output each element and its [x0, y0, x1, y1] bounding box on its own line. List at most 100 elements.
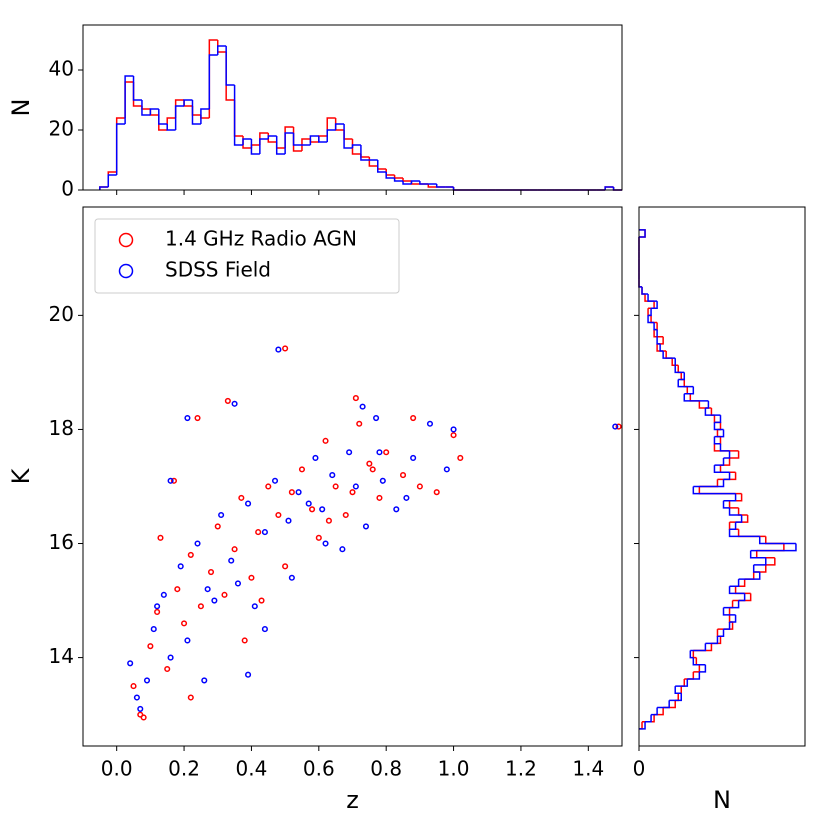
histogram-bin	[704, 408, 721, 416]
histogram-bin	[301, 138, 311, 151]
histogram-bin	[124, 75, 134, 124]
x-tick-label: 1.2	[505, 757, 537, 781]
point	[433, 489, 440, 496]
point	[147, 643, 154, 650]
legend-marker	[118, 232, 134, 248]
point	[140, 714, 147, 721]
point	[177, 563, 184, 570]
histogram-bin	[728, 529, 760, 538]
histogram-bin	[729, 450, 740, 459]
histogram-bin	[639, 229, 646, 238]
point	[403, 494, 410, 501]
histogram-bin	[292, 133, 302, 146]
point	[366, 460, 373, 467]
y-tick-label: 0	[61, 177, 74, 201]
point	[201, 677, 208, 684]
histogram-bin	[678, 372, 686, 381]
point	[261, 626, 268, 633]
histogram-bin	[699, 664, 707, 673]
x-tick-label: 0.8	[370, 757, 402, 781]
point	[245, 500, 252, 507]
histogram-bin	[326, 129, 336, 142]
histogram-bin	[200, 108, 210, 124]
point	[184, 637, 191, 644]
point	[457, 454, 464, 462]
point	[356, 420, 363, 427]
point	[214, 523, 221, 530]
histogram-bin	[723, 600, 740, 609]
point	[285, 517, 292, 524]
histogram-bin	[419, 181, 429, 185]
histogram-bin	[641, 286, 649, 295]
x-tick-label: 0.6	[303, 757, 335, 781]
y-tick-label: 18	[49, 416, 74, 440]
histogram-bin	[377, 160, 387, 173]
y-axis-label: N	[7, 99, 35, 117]
histogram-bin	[604, 186, 614, 190]
histogram-bin	[735, 515, 743, 523]
point	[322, 437, 329, 444]
histogram-bin	[671, 358, 679, 367]
point	[194, 414, 201, 422]
point	[187, 551, 194, 558]
point	[379, 477, 386, 484]
histogram-bin	[410, 180, 420, 184]
y-tick-label: 20	[49, 302, 74, 326]
point	[399, 472, 407, 479]
point	[184, 414, 191, 422]
point	[450, 432, 457, 439]
histogram-bin	[242, 138, 252, 145]
histogram-bin	[233, 85, 244, 146]
point	[187, 694, 194, 701]
point	[248, 574, 255, 581]
histogram-bin	[427, 184, 437, 188]
point	[352, 395, 359, 402]
point	[150, 626, 157, 633]
point	[339, 546, 346, 553]
histogram-bin	[267, 135, 277, 139]
y-tick-label: 14	[49, 644, 74, 668]
histogram-bin	[713, 436, 721, 445]
point	[154, 608, 161, 616]
point	[133, 694, 140, 701]
histogram-bin	[690, 643, 707, 652]
histogram-bin	[723, 472, 731, 481]
y-axis-label: K	[7, 467, 35, 484]
point	[143, 677, 151, 684]
point	[228, 557, 235, 564]
histogram-bin	[183, 99, 193, 106]
point	[450, 426, 457, 433]
point	[241, 637, 248, 644]
histogram-bin	[677, 379, 694, 388]
histogram-bin	[158, 109, 168, 125]
histogram-bin	[166, 124, 176, 131]
histogram-bin	[393, 178, 404, 182]
x-tick-label: 0.4	[236, 757, 268, 781]
point	[204, 586, 211, 593]
x-tick-label: 1.0	[438, 757, 470, 781]
histogram-bin	[141, 100, 151, 116]
point	[137, 705, 144, 712]
histogram-bin	[689, 650, 694, 659]
point	[218, 511, 225, 519]
point	[426, 420, 434, 427]
point	[258, 597, 265, 604]
histogram-bin	[749, 550, 766, 559]
histogram-bin	[647, 293, 658, 302]
histogram-bin	[728, 507, 742, 516]
axes-frame	[82, 24, 623, 191]
point	[352, 483, 359, 490]
point	[362, 523, 370, 530]
histogram-bin	[723, 621, 731, 630]
histogram-bin	[714, 429, 725, 438]
point	[315, 534, 322, 541]
histogram-bin	[225, 46, 235, 86]
histogram-bin	[683, 393, 709, 402]
x-tick-label: 1.4	[572, 757, 604, 781]
point	[282, 563, 289, 570]
histogram-bin	[674, 686, 682, 694]
histogram-bin	[107, 174, 117, 187]
histogram-bin	[651, 301, 658, 309]
point	[275, 346, 282, 353]
point	[342, 511, 349, 519]
